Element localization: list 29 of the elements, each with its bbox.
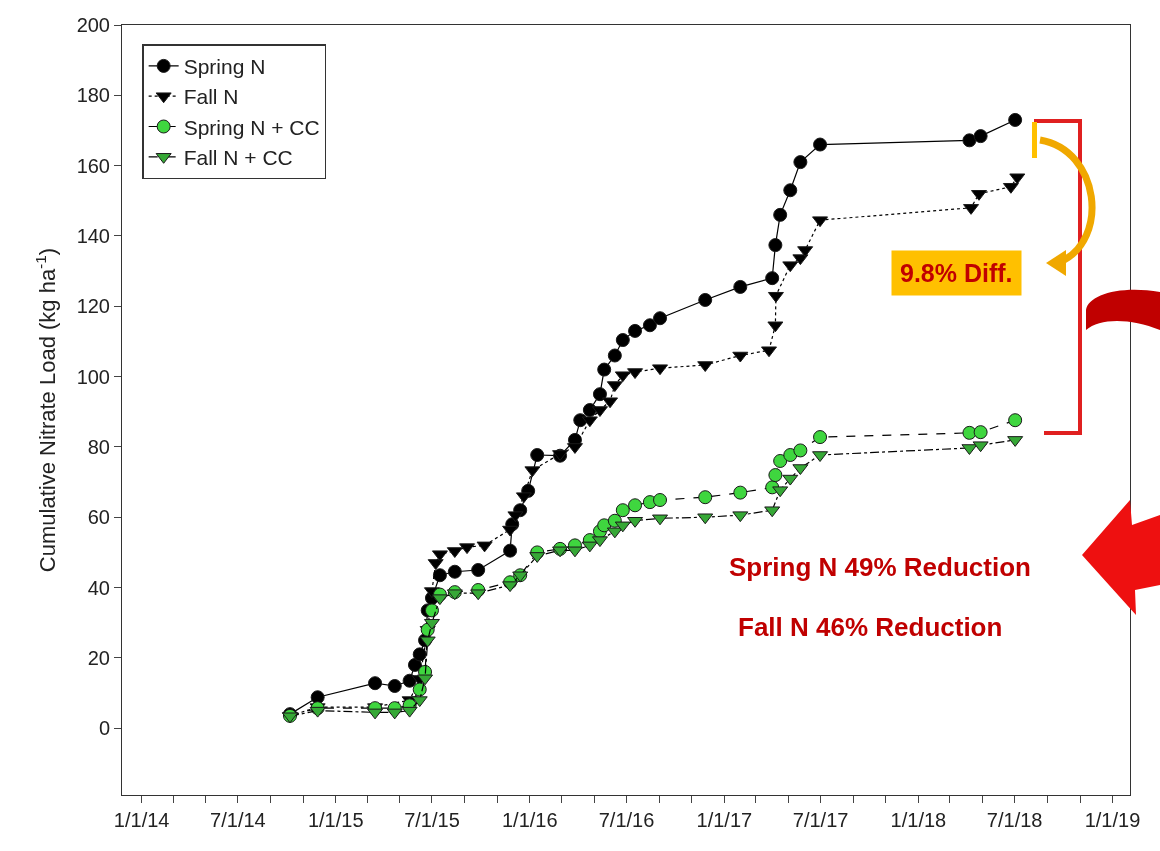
- y-tick-label: 60: [87, 506, 110, 529]
- legend-label: Spring N: [183, 55, 266, 79]
- y-tick-label: 80: [87, 435, 110, 458]
- y-tick-label: 20: [87, 646, 110, 669]
- annotation: Fall N 46% Reduction: [738, 612, 1003, 642]
- y-tick-label: 200: [76, 14, 110, 36]
- x-tick-label: 7/1/17: [792, 809, 849, 831]
- x-tick-label: 7/1/18: [986, 809, 1043, 831]
- x-tick-label: 7/1/15: [404, 809, 460, 831]
- x-tick-label: 7/1/16: [598, 809, 655, 831]
- x-tick-label: 7/1/14: [210, 809, 266, 831]
- legend-label: Spring N + CC: [183, 115, 320, 139]
- y-tick-label: 120: [76, 295, 110, 318]
- annotation: 9.8% Diff.: [900, 259, 1013, 287]
- y-tick-label: 160: [76, 154, 110, 177]
- x-tick-label: 1/1/18: [890, 809, 947, 831]
- y-tick-label: 100: [76, 365, 110, 388]
- y-tick-label: 140: [76, 224, 110, 247]
- x-tick-label: 1/1/17: [696, 809, 753, 831]
- legend-label: Fall N + CC: [183, 145, 293, 169]
- x-tick-label: 1/1/15: [307, 809, 364, 831]
- x-tick-label: 1/1/19: [1084, 809, 1141, 831]
- annotation: Spring N 49% Reduction: [729, 552, 1031, 582]
- x-tick-label: 1/1/14: [113, 809, 170, 831]
- y-tick-label: 40: [87, 576, 110, 599]
- legend-label: Fall N: [183, 85, 239, 109]
- y-tick-label: 0: [98, 717, 110, 740]
- x-tick-label: 1/1/16: [501, 809, 558, 831]
- y-tick-label: 180: [76, 84, 110, 107]
